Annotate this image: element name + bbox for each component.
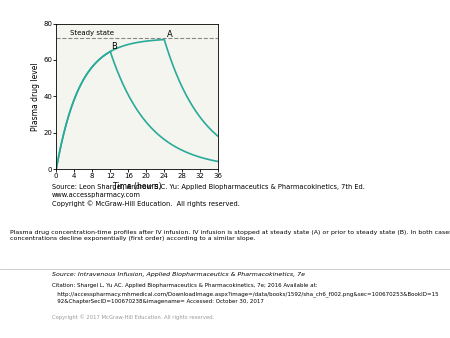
Text: B: B — [112, 42, 117, 51]
Text: Plasma drug concentration-time profiles after IV infusion. IV infusion is stoppe: Plasma drug concentration-time profiles … — [10, 230, 450, 241]
Text: 92&ChapterSecID=100670238&imagename= Accessed: October 30, 2017: 92&ChapterSecID=100670238&imagename= Acc… — [52, 299, 264, 305]
Text: Education: Education — [9, 318, 40, 323]
Text: Mc: Mc — [17, 283, 33, 293]
Text: Source: Leon Shargel, Andrew B.C. Yu: Applied Biopharmaceutics & Pharmacokinetic: Source: Leon Shargel, Andrew B.C. Yu: Ap… — [52, 184, 364, 207]
Text: Graw: Graw — [11, 294, 39, 305]
Text: A: A — [166, 30, 172, 39]
Y-axis label: Plasma drug level: Plasma drug level — [32, 62, 40, 131]
Text: http://accesspharmacy.mhmedical.com/DownloadImage.aspx?image=/data/books/1592/sh: http://accesspharmacy.mhmedical.com/Down… — [52, 291, 438, 297]
Text: Citation: Shargel L, Yu AC. Applied Biopharmaceutics & Pharmacokinetics, 7e; 201: Citation: Shargel L, Yu AC. Applied Biop… — [52, 283, 317, 288]
Text: Steady state: Steady state — [70, 30, 114, 37]
X-axis label: Time (hours): Time (hours) — [113, 182, 162, 191]
Text: Hill: Hill — [16, 306, 34, 315]
Text: Copyright © 2017 McGraw-Hill Education. All rights reserved.: Copyright © 2017 McGraw-Hill Education. … — [52, 314, 214, 320]
Text: Source: Intravenous Infusion, Applied Biopharmaceutics & Pharmacokinetics, 7e: Source: Intravenous Infusion, Applied Bi… — [52, 272, 305, 277]
